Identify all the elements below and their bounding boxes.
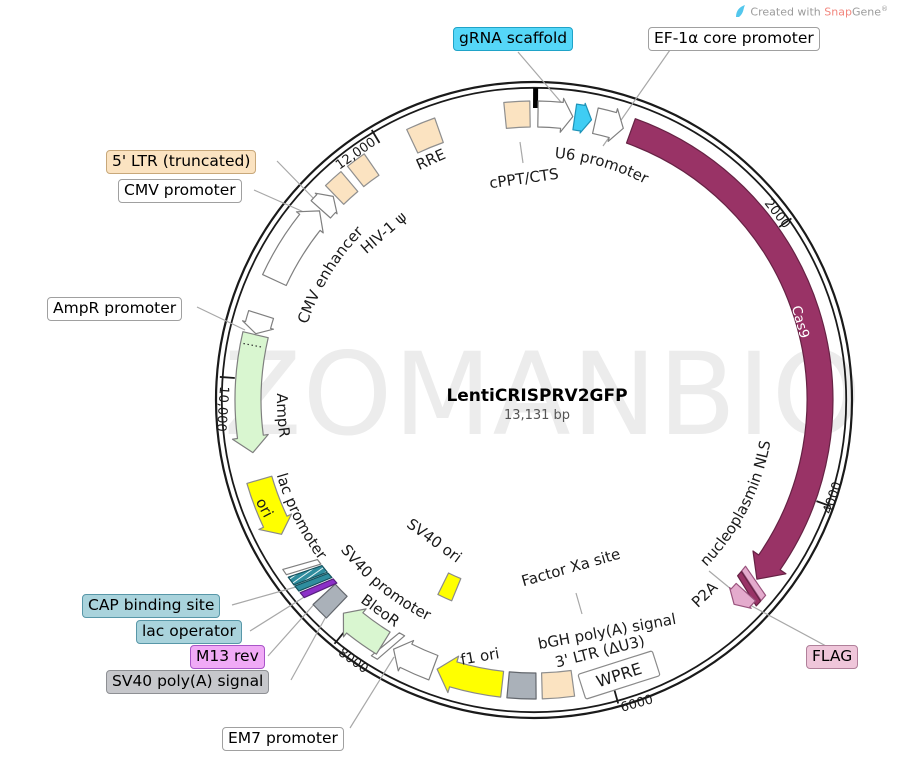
callout-em7-promoter[interactable]: EM7 promoter (222, 727, 344, 751)
tick-label-8000: 8000 (335, 645, 371, 677)
callout-cmv-promoter[interactable]: CMV promoter (118, 179, 242, 203)
snapgene-logo-icon (736, 5, 746, 18)
feature-p2a[interactable] (729, 582, 757, 609)
feature-ef-1-core-promoter[interactable] (592, 107, 624, 142)
feature-ampr[interactable] (231, 331, 269, 454)
callout-ef-1-core-promoter[interactable]: EF-1α core promoter (648, 27, 820, 51)
callout-cap-binding-site[interactable]: CAP binding site (82, 594, 221, 618)
flag-line (747, 603, 827, 647)
cppt-cts-line (519, 141, 524, 164)
feature-f1-ori[interactable] (436, 655, 505, 698)
feature-nucleoplasmin-nls[interactable] (741, 565, 767, 602)
plasmid-title-block: LentiCRISPRV2GFP 13,131 bp (446, 386, 627, 423)
feature-cmv-enhancer[interactable] (262, 210, 324, 287)
callout-m13-rev[interactable]: M13 rev (190, 645, 265, 669)
label-p2a: P2A (688, 578, 722, 612)
feature-em7-promoter[interactable] (370, 632, 406, 660)
watermark: ZOMANBIO (223, 328, 863, 461)
plasmid-backbone-outer (214, 80, 854, 720)
label-hiv-1: HIV-1 ψ (357, 208, 410, 258)
tick-12-000 (370, 129, 381, 144)
tick-label-10-000: 10,000 (213, 386, 231, 432)
callout-flag[interactable]: FLAG (806, 645, 859, 669)
sv40-polya-line (290, 610, 330, 681)
feature-sv40-promoter[interactable] (393, 639, 439, 681)
feature-cppt-cts[interactable] (503, 100, 531, 129)
em7-promoter-line (349, 656, 395, 729)
feature-cap-binding-site[interactable] (287, 565, 328, 586)
feature-m13-rev[interactable] (299, 578, 338, 599)
feature-u6-promoter[interactable] (537, 97, 574, 133)
feature-grna-scaffold[interactable] (572, 102, 593, 134)
feature-bgh-poly-a-signal[interactable] (506, 671, 537, 700)
feature-wpre[interactable]: WPRE (577, 650, 661, 700)
tick-8000 (333, 631, 345, 645)
label-cppt-cts: cPPT/CTS (488, 165, 560, 193)
feature-hiv-1[interactable] (346, 153, 380, 188)
ampr-promoter-line (196, 306, 246, 331)
label-f1-ori: f1 ori (459, 644, 501, 669)
credit-text: Created with SnapGene® (750, 5, 888, 19)
5-ltr-line (276, 160, 318, 203)
callout-lac-operator[interactable]: lac operator (136, 620, 242, 644)
callout-5-ltr-truncated[interactable]: 5' LTR (truncated) (106, 150, 257, 174)
feature-lac-operator[interactable] (294, 572, 333, 592)
plasmid-name: LentiCRISPRV2GFP (446, 386, 628, 406)
factor-xa-line (575, 592, 583, 615)
plasmid-size: 13,131 bp (503, 408, 571, 423)
feature-cmv-promoter[interactable] (310, 192, 338, 219)
tick-label-4000: 4000 (821, 480, 846, 516)
feature-5-ltr-truncated[interactable] (324, 171, 359, 205)
tick-6000 (613, 688, 620, 704)
tick-label-6000: 6000 (619, 692, 655, 716)
plasmid-backbone-inner (220, 86, 848, 714)
label-ampr: AmpR (273, 393, 294, 438)
feature-3-ltr-u3[interactable] (541, 669, 576, 700)
brand-gene: Gene (851, 5, 881, 19)
lac-operator-line (249, 593, 310, 632)
label-u6-promoter: U6 promoter (554, 144, 652, 188)
registered-mark: ® (881, 5, 888, 13)
label-factor-xa-site: Factor Xa site (519, 545, 622, 590)
tick-2000 (778, 217, 792, 228)
callout-ampr-promoter[interactable]: AmpR promoter (47, 297, 183, 321)
feature-lac-promoter[interactable] (282, 559, 322, 576)
tick-10-000 (219, 376, 235, 379)
brand-snap: Snap (824, 5, 852, 19)
label-sv40-ori: SV40 ori (403, 515, 465, 567)
cap-binding-line (231, 584, 304, 606)
feature-ampr-promoter[interactable] (242, 310, 275, 335)
feature-ampr-dotted-boundary (243, 342, 264, 348)
feature-flag[interactable] (737, 570, 762, 607)
feature-sv40-ori[interactable] (437, 572, 462, 602)
feature-ori[interactable] (246, 475, 293, 535)
feature-rre[interactable] (406, 117, 444, 154)
callout-sv40-poly-a-signal[interactable]: SV40 poly(A) signal (106, 670, 270, 694)
feature-bleor[interactable] (342, 608, 391, 655)
feature-cas9[interactable] (625, 118, 834, 580)
m13-rev-line (267, 600, 318, 657)
tick-4000 (816, 500, 831, 508)
cmv-promoter-line (253, 189, 307, 214)
feature-wpre-shape[interactable] (577, 650, 661, 700)
snapgene-credit: Created with SnapGene® (735, 5, 888, 19)
callout-grna-scaffold[interactable]: gRNA scaffold (453, 27, 574, 51)
